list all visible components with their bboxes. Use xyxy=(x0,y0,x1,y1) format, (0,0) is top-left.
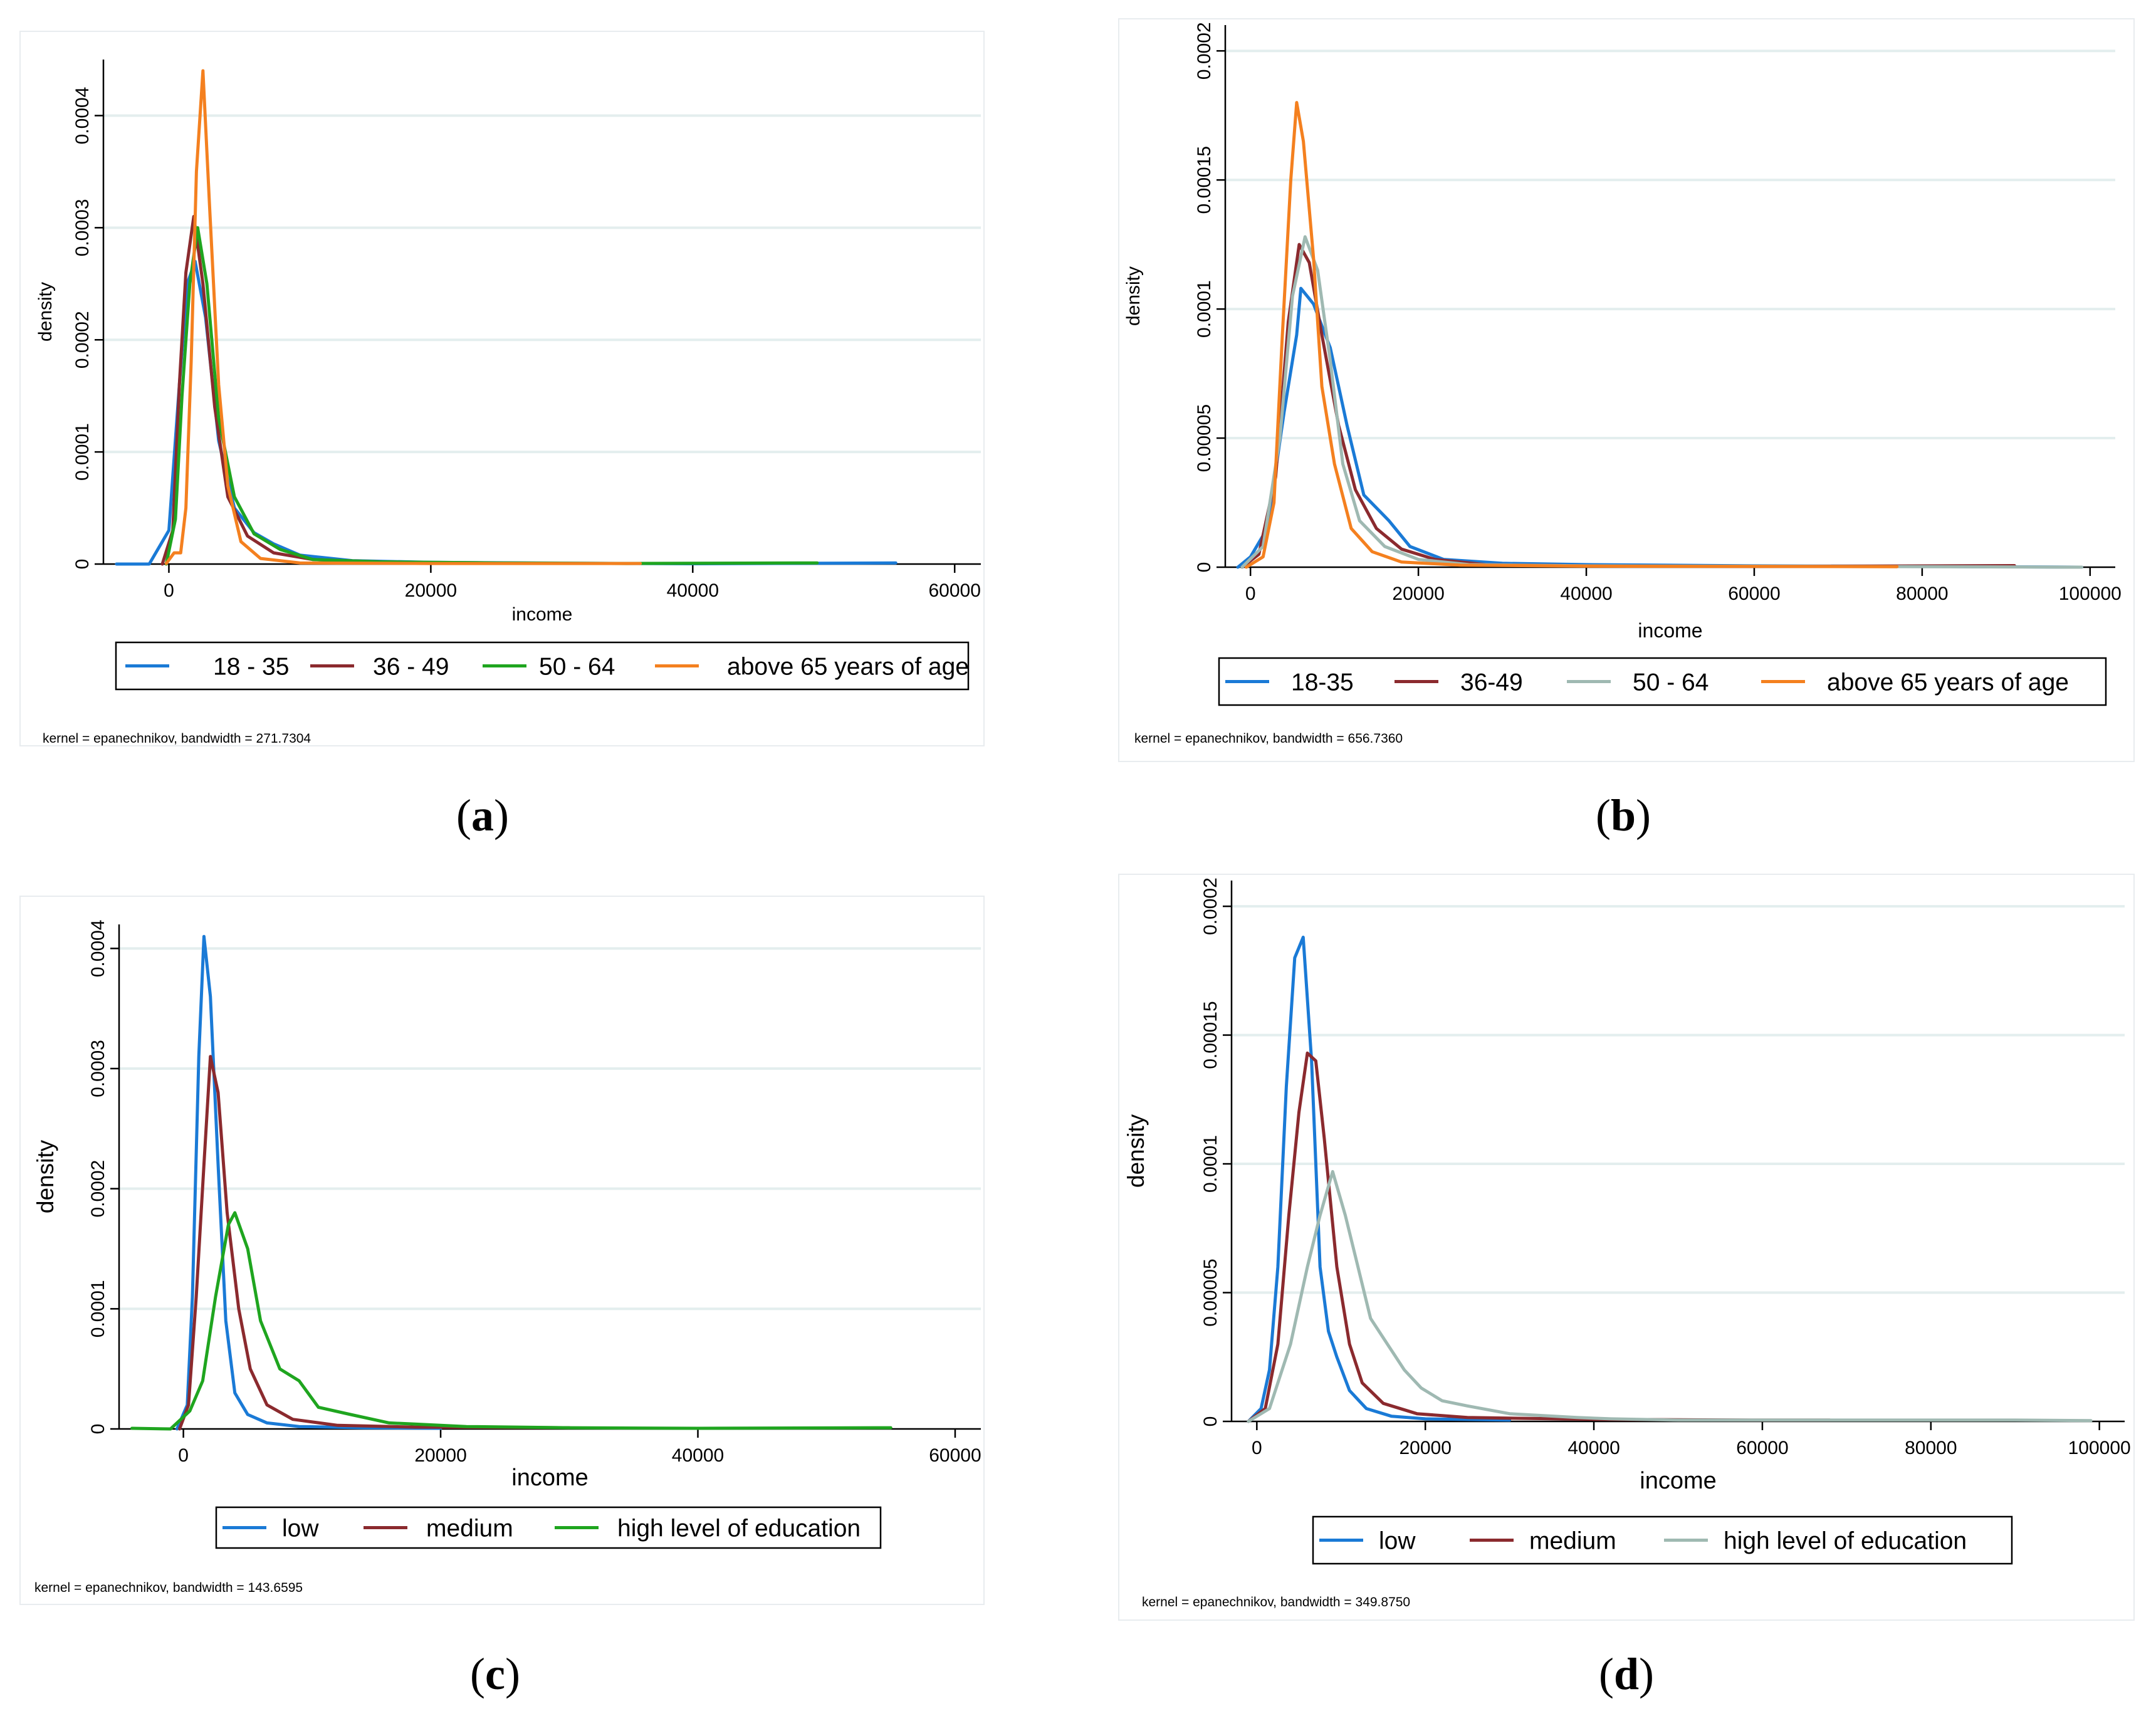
x-tick-label: 40000 xyxy=(1567,1438,1620,1458)
panel-frame xyxy=(1118,18,2135,762)
series-line-50-64 xyxy=(1240,235,2083,569)
series-line-above-65-years-of-age xyxy=(164,69,642,565)
x-tick-label: 20000 xyxy=(1392,583,1444,604)
y-axis-title: density xyxy=(1123,266,1144,326)
y-tick-label: 0 xyxy=(1194,562,1215,573)
series-line-36-49 xyxy=(160,214,459,566)
kernel-note: kernel = epanechnikov, bandwidth = 271.7… xyxy=(43,731,311,746)
x-tick-label: 0 xyxy=(178,1445,189,1466)
legend xyxy=(1218,657,2107,706)
panel-frame xyxy=(1118,874,2135,1621)
x-tick-label: 60000 xyxy=(1728,583,1780,604)
legend-label: medium xyxy=(1529,1528,1616,1555)
x-tick-label: 40000 xyxy=(1560,583,1612,604)
x-tick-label: 60000 xyxy=(928,580,980,601)
legend xyxy=(115,641,970,691)
legend-label: above 65 years of age xyxy=(727,654,969,681)
x-axis-title: income xyxy=(1638,619,1702,642)
legend-label: 50 - 64 xyxy=(1633,669,1709,696)
x-tick-label: 20000 xyxy=(1399,1438,1451,1458)
x-tick-label: 0 xyxy=(164,580,174,601)
y-tick-label: 0.0002 xyxy=(1194,22,1215,80)
y-tick-label: 0.00005 xyxy=(1200,1258,1221,1326)
kernel-note: kernel = epanechnikov, bandwidth = 349.8… xyxy=(1142,1595,1410,1609)
x-tick-label: 40000 xyxy=(667,580,719,601)
panel-caption: (b) xyxy=(1596,790,1651,840)
x-tick-label: 20000 xyxy=(405,580,457,601)
series-line-medium xyxy=(178,1055,571,1431)
legend-label: low xyxy=(1379,1528,1416,1555)
y-tick-label: 0.0001 xyxy=(88,1280,108,1337)
legend-label: 50 - 64 xyxy=(539,654,615,681)
x-tick-label: 80000 xyxy=(1896,583,1948,604)
x-axis-title: income xyxy=(512,604,573,625)
panel-a: 0 0.0001 0.0002 0.0003 0.0004 0 20000 40000 6000… xyxy=(19,31,985,840)
panel-d: 0 0.00005 0.0001 0.00015 0.0002 0 20000 40000 60… xyxy=(1118,874,2135,1699)
y-tick-label: 0.0002 xyxy=(88,1160,108,1218)
panel-caption-letter: a xyxy=(471,790,494,840)
legend-label: 36-49 xyxy=(1460,669,1523,696)
y-axis-title: density xyxy=(1123,1114,1149,1188)
x-tick-label: 80000 xyxy=(1905,1438,1957,1458)
y-tick-label: 0.00015 xyxy=(1194,146,1215,214)
y-tick-label: 0 xyxy=(88,1424,108,1435)
kernel-note: kernel = epanechnikov, bandwidth = 656.7… xyxy=(1134,731,1403,746)
legend-label: medium xyxy=(426,1515,513,1542)
y-tick-label: 0.0001 xyxy=(1194,280,1215,338)
y-tick-label: 0 xyxy=(1200,1416,1221,1427)
y-tick-label: 0.00005 xyxy=(1194,404,1215,472)
legend-label: 36 - 49 xyxy=(373,654,449,681)
legend-label: 18 - 35 xyxy=(213,654,289,681)
y-tick-label: 0.0004 xyxy=(72,87,93,145)
y-tick-label: 0.0001 xyxy=(72,423,93,481)
y-tick-label: 0.0003 xyxy=(88,1040,108,1097)
y-tick-label: 0.0001 xyxy=(1200,1135,1221,1193)
panel-caption: (d) xyxy=(1599,1649,1654,1699)
legend-label: high level of education xyxy=(617,1515,861,1542)
y-tick-label: 0.00015 xyxy=(1200,1001,1221,1069)
series-line-low xyxy=(1247,935,1512,1423)
y-axis-title: density xyxy=(33,1139,58,1213)
kernel-note: kernel = epanechnikov, bandwidth = 143.6… xyxy=(34,1581,303,1595)
legend xyxy=(1312,1515,2013,1565)
y-tick-label: 0.0002 xyxy=(1200,877,1221,935)
legend-label: above 65 years of age xyxy=(1827,669,2069,696)
x-tick-label: 0 xyxy=(1245,583,1256,604)
x-tick-label: 60000 xyxy=(929,1445,981,1466)
series-line-high-level-of-education xyxy=(1247,1169,2093,1423)
y-tick-label: 0 xyxy=(72,559,93,570)
x-tick-label: 100000 xyxy=(2059,583,2122,604)
y-tick-label: 0.0004 xyxy=(88,919,108,977)
series-line-above-65-years-of-age xyxy=(1245,101,1899,569)
legend-label: 18-35 xyxy=(1291,669,1354,696)
series-line-50-64 xyxy=(164,226,819,566)
panel-c: 0 0.0001 0.0002 0.0003 0.0004 0 20000 40000 6000… xyxy=(19,896,985,1699)
x-tick-label: 60000 xyxy=(1736,1438,1788,1458)
legend xyxy=(215,1506,882,1549)
y-tick-label: 0.0002 xyxy=(72,311,93,369)
series-line-low xyxy=(175,934,442,1431)
panel-frame xyxy=(19,896,985,1605)
series-line-medium xyxy=(1247,1051,1831,1423)
panel-b: 0 0.00005 0.0001 0.00015 0.0002 0 20000 40000 60… xyxy=(1118,18,2135,840)
x-tick-label: 0 xyxy=(1252,1438,1262,1458)
legend-label: high level of education xyxy=(1724,1528,1967,1555)
x-tick-label: 20000 xyxy=(414,1445,466,1466)
y-axis-title: density xyxy=(35,282,56,342)
panel-caption: (c) xyxy=(470,1649,520,1699)
x-axis-title: income xyxy=(1640,1468,1717,1494)
panel-caption: (a) xyxy=(456,790,509,840)
series-line-high-level-of-education xyxy=(130,1211,892,1431)
panel-frame xyxy=(19,31,985,746)
y-tick-label: 0.0003 xyxy=(72,199,93,256)
panel-caption-letter: d xyxy=(1614,1649,1639,1699)
legend-label: low xyxy=(282,1515,319,1542)
x-axis-title: income xyxy=(511,1465,589,1491)
panel-caption-letter: b xyxy=(1611,790,1636,840)
series-line-18-35 xyxy=(115,259,897,566)
panel-caption-letter: c xyxy=(485,1649,505,1699)
x-tick-label: 40000 xyxy=(672,1445,724,1466)
x-tick-label: 100000 xyxy=(2068,1438,2131,1458)
